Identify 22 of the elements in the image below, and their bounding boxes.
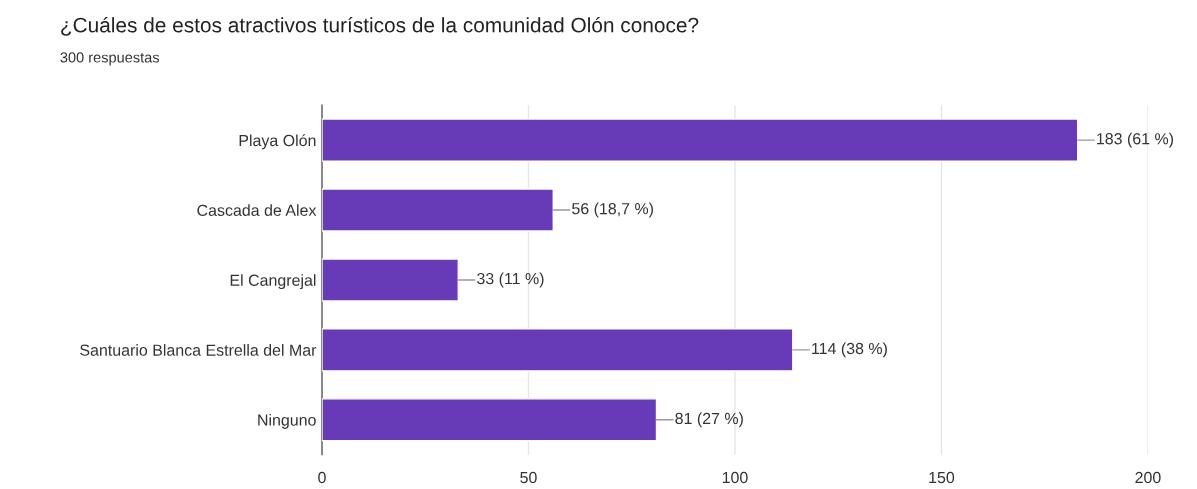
bar	[321, 188, 554, 232]
x-tick-label: 50	[520, 471, 537, 484]
y-tick-label: Ninguno	[258, 414, 316, 429]
y-tick-label: El Cangrejal	[230, 274, 316, 290]
bar	[321, 118, 1079, 162]
data-label: 183 (61 %)	[1097, 132, 1174, 148]
data-label: 56 (18,7 %)	[572, 202, 653, 218]
y-tick-label: Playa Olón	[239, 134, 316, 150]
x-tick-label: 0	[318, 471, 326, 484]
x-tick-label: 200	[1135, 471, 1161, 484]
data-label: 114 (38 %)	[812, 342, 887, 358]
x-tick-label: 100	[722, 471, 748, 484]
chart-title: ¿Cuáles de estos atractivos turísticos de la comunidad Olón conoce?	[61, 16, 699, 36]
x-tick-label: 150	[929, 471, 955, 484]
text: 300 respuestas	[60, 52, 160, 66]
y-tick-label: Cascada de Alex	[197, 204, 317, 216]
bar	[321, 258, 459, 302]
data-label: 81 (27 %)	[675, 412, 743, 428]
y-tick-label: Santuario Blanca Estrella del Mar	[80, 344, 317, 356]
bar	[321, 328, 794, 372]
data-label: 33 (11 %)	[477, 272, 544, 288]
bar	[321, 398, 658, 442]
